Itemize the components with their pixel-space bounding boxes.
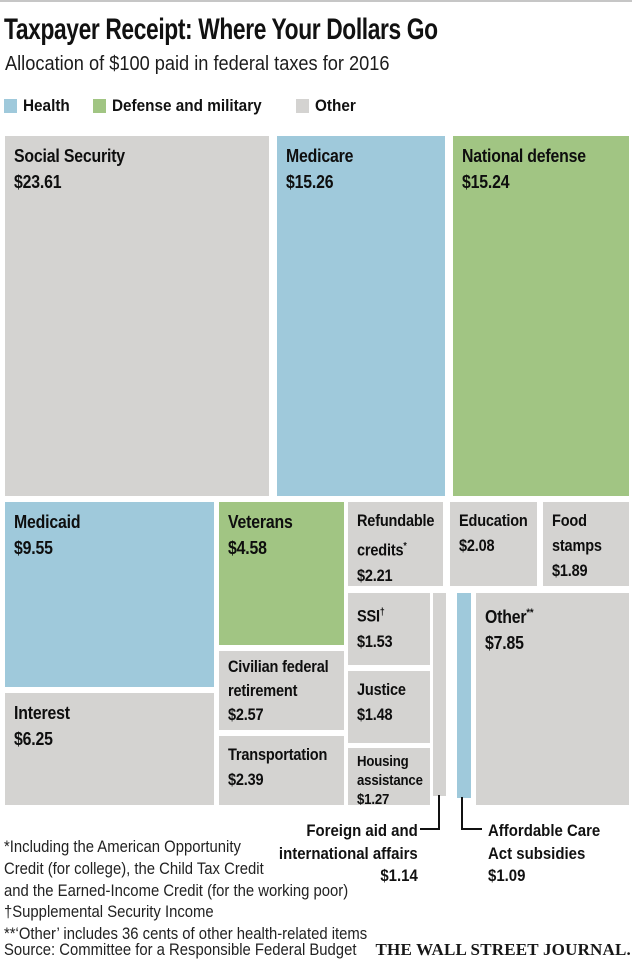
callout-label-line: Affordable Care	[488, 821, 601, 840]
box-interest: Interest $6.25	[5, 693, 214, 805]
box-label: National defense	[462, 146, 586, 166]
legend-label: Defense and military	[111, 96, 262, 115]
box-label: Veterans	[228, 512, 293, 532]
box-label: credits*	[357, 541, 407, 560]
callout-label-line: $1.09	[488, 866, 526, 885]
box-label: Transportation	[228, 746, 328, 764]
top-rule	[0, 0, 632, 2]
box-social-security: Social Security $23.61	[5, 136, 269, 496]
legend-item-defense-and-military: Defense and military	[92, 96, 278, 116]
box-label: $1.89	[552, 562, 588, 580]
box-label: $2.08	[459, 537, 495, 555]
box-food-stamps: Food stamps $1.89	[543, 502, 629, 586]
box-label: Medicaid	[14, 512, 81, 532]
box-refundable-credits: Refundable credits* $2.21	[348, 502, 443, 586]
box-label: $2.21	[357, 566, 393, 585]
box-medicaid: Medicaid $9.55	[5, 502, 214, 687]
box-education: Education $2.08	[450, 502, 537, 586]
box-label: Refundable	[357, 512, 435, 530]
box-veterans: Veterans $4.58	[219, 502, 344, 645]
box-label: Interest	[14, 703, 70, 723]
footnote-line: *Including the American Opportunity	[4, 838, 241, 856]
box-label: Education	[459, 512, 528, 530]
foreign-aid-callout-line-vertical	[438, 795, 440, 830]
legend-swatch-defense	[92, 99, 106, 113]
box-label: $4.58	[228, 538, 267, 558]
box-label: Civilian federal	[228, 658, 329, 676]
aca-callout-line-horizontal	[461, 828, 482, 830]
legend-swatch-health	[4, 99, 17, 113]
box-national-defense: National defense $15.24	[453, 136, 629, 496]
legend-item-other: Other	[296, 96, 360, 116]
page-title: Taxpayer Receipt: Where Your Dollars Go	[4, 13, 438, 46]
callout-label-line: Act subsidies	[488, 843, 586, 863]
box-label: $7.85	[485, 633, 524, 653]
box-label: $23.61	[14, 172, 62, 192]
box-label: stamps	[552, 537, 602, 555]
box-civilian-federal-retirement: Civilian federal retirement $2.57	[219, 651, 344, 730]
callout-label-line: Foreign aid and	[306, 821, 418, 840]
box-aca-strip	[457, 593, 471, 798]
footnote-line: Credit (for college), the Child Tax Cred…	[4, 859, 264, 878]
box-label: $15.24	[462, 172, 510, 192]
aca-callout-label: Affordable Care Act subsidies $1.09	[488, 820, 616, 888]
box-other: Other** $7.85	[476, 593, 629, 805]
box-ssi: SSI† $1.53	[348, 593, 430, 665]
box-medicare: Medicare $15.26	[277, 136, 445, 496]
footnotes: *Including the American Opportunity Credi…	[4, 837, 408, 946]
box-foreign-aid-strip	[433, 593, 446, 796]
box-label: $2.39	[228, 771, 264, 789]
page-subtitle: Allocation of $100 paid in federal taxes…	[5, 53, 390, 75]
legend-label: Other	[315, 96, 357, 115]
legend: Health Defense and military Other	[4, 96, 361, 116]
box-label: assistance	[357, 772, 423, 789]
box-housing-assistance: Housing assistance $1.27	[348, 748, 430, 805]
footnote-line: †Supplemental Security Income	[4, 903, 214, 922]
box-label: Justice	[357, 681, 406, 699]
source-line: Source: Committee for a Responsible Fede…	[4, 941, 357, 959]
box-label: $6.25	[14, 729, 53, 749]
box-label: retirement	[228, 682, 298, 700]
callout-label-line: international affairs	[279, 843, 418, 863]
legend-label: Health	[23, 96, 70, 115]
box-label: $2.57	[228, 706, 264, 724]
box-label: $9.55	[14, 538, 53, 558]
footnote-line: and the Earned-Income Credit (for the wo…	[4, 881, 349, 900]
box-label: $1.27	[357, 791, 390, 805]
foreign-aid-callout-line-horizontal	[420, 828, 439, 830]
aca-callout-line-vertical	[461, 797, 463, 830]
box-label: Medicare	[286, 146, 354, 166]
box-label: SSI†	[357, 607, 385, 626]
box-label: $15.26	[286, 172, 334, 192]
footnote-line: **‘Other’ includes 36 cents of other hea…	[4, 925, 368, 944]
box-label: $1.53	[357, 632, 393, 651]
box-transportation: Transportation $2.39	[219, 736, 344, 805]
box-label: Housing	[357, 753, 409, 770]
legend-item-health: Health	[4, 96, 75, 116]
callout-label-line: $1.14	[380, 866, 418, 885]
foreign-aid-callout-label: Foreign aid and international affairs $1.1…	[260, 820, 418, 888]
legend-swatch-other	[296, 99, 310, 113]
box-label: Social Security	[14, 146, 125, 166]
box-label: Other**	[485, 607, 534, 627]
box-label: Food	[552, 512, 587, 530]
box-label: $1.48	[357, 706, 393, 724]
box-justice: Justice $1.48	[348, 671, 430, 743]
wsj-logo: THE WALL STREET JOURNAL.	[375, 940, 631, 959]
